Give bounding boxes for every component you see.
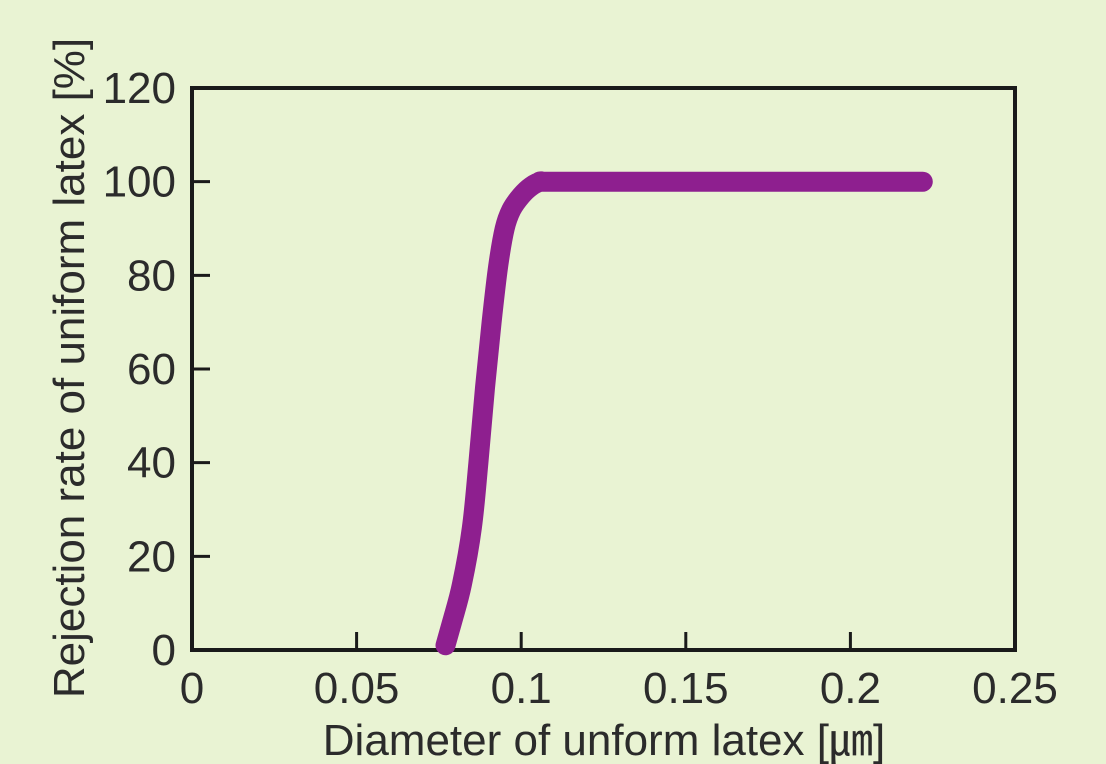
y-tick-label: 120 bbox=[103, 64, 176, 113]
y-tick-label: 20 bbox=[127, 532, 176, 581]
y-tick-label: 0 bbox=[152, 626, 176, 675]
y-tick-label: 100 bbox=[103, 158, 176, 207]
y-tick-label: 80 bbox=[127, 251, 176, 300]
y-axis-label: Rejection rate of uniform latex [%] bbox=[45, 38, 94, 698]
y-tick-label: 40 bbox=[127, 439, 176, 488]
x-tick-label: 0.15 bbox=[643, 664, 729, 713]
series-line bbox=[435, 171, 933, 656]
x-tick-label: 0.05 bbox=[314, 664, 400, 713]
x-tick-label: 0.2 bbox=[820, 664, 881, 713]
x-axis-label: Diameter of unform latex [㎛] bbox=[323, 716, 885, 764]
x-tick-label: 0 bbox=[180, 664, 204, 713]
x-tick-label: 0.1 bbox=[491, 664, 552, 713]
x-tick-label: 0.25 bbox=[972, 664, 1058, 713]
x-ticks: 0 0.05 0.1 0.15 0.2 0.25 bbox=[180, 632, 1058, 713]
y-ticks: 0 20 40 60 80 100 120 bbox=[103, 64, 210, 675]
y-tick-label: 60 bbox=[127, 345, 176, 394]
